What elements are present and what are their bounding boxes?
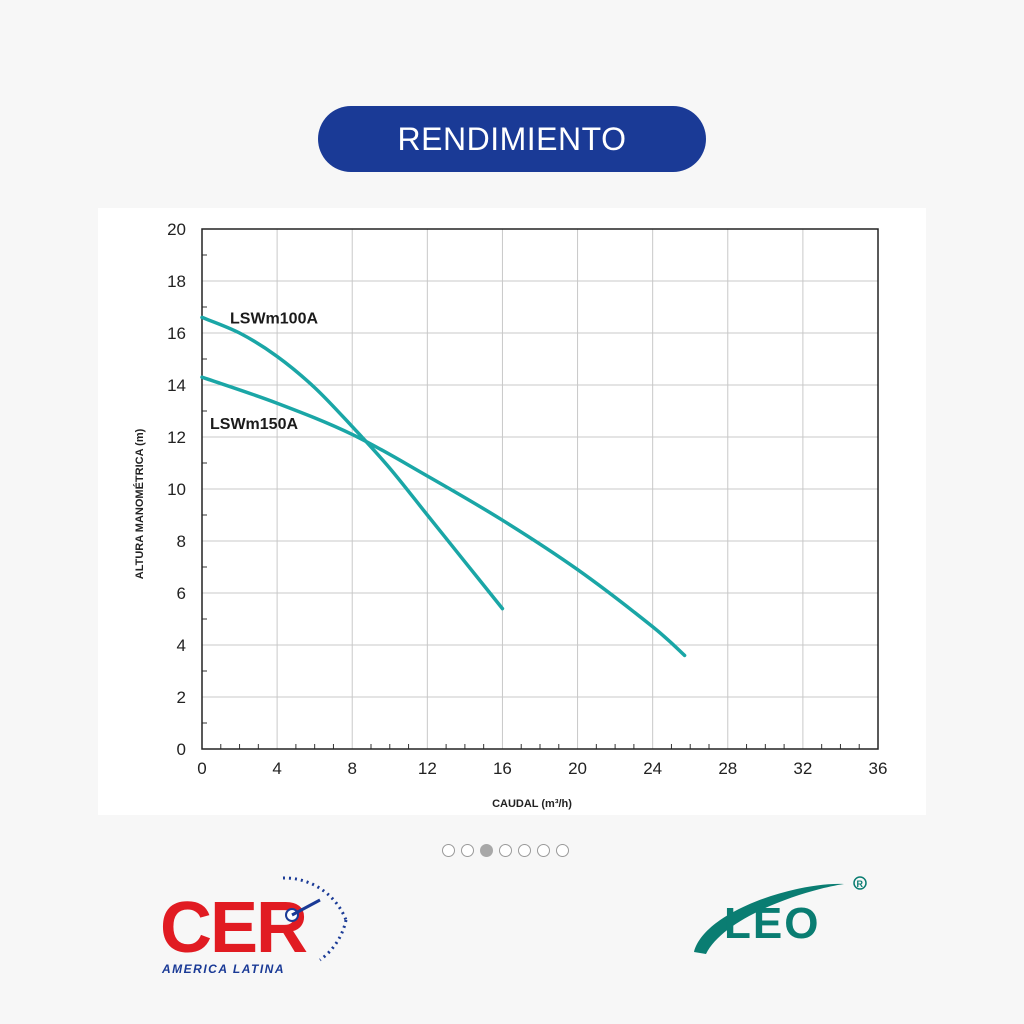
carousel-dot-1[interactable] (442, 844, 455, 857)
y-tick-label: 20 (167, 220, 186, 239)
x-tick-label: 12 (418, 759, 437, 778)
y-tick-label: 16 (167, 324, 186, 343)
x-tick-label: 32 (793, 759, 812, 778)
carousel-dot-6[interactable] (537, 844, 550, 857)
carousel-dot-4[interactable] (499, 844, 512, 857)
x-tick-label: 20 (568, 759, 587, 778)
carousel-dot-5[interactable] (518, 844, 531, 857)
y-tick-label: 6 (177, 584, 186, 603)
y-tick-label: 14 (167, 376, 186, 395)
x-tick-label: 16 (493, 759, 512, 778)
svg-text:AMERICA LATINA: AMERICA LATINA (161, 962, 285, 976)
carousel-dots (442, 844, 569, 860)
y-tick-label: 10 (167, 480, 186, 499)
carousel-dot-7[interactable] (556, 844, 569, 857)
performance-chart: 0 4 8 12 16 20 24 28 32 3602468101214161820CAUDAL… (133, 220, 888, 810)
x-tick-label: 4 (272, 759, 281, 778)
x-tick-label: 28 (718, 759, 737, 778)
y-axis-label: ALTURA MANOMÉTRICA (m) (133, 428, 146, 579)
plot-frame (201, 228, 879, 750)
y-tick-label: 2 (177, 688, 186, 707)
y-tick-label: 0 (177, 740, 186, 759)
series-label-lswm150a: LSWm150A (210, 416, 298, 433)
x-tick-label: 24 (643, 759, 662, 778)
gauge-icon (282, 876, 348, 962)
carousel-dot-2[interactable] (461, 844, 474, 857)
series-line-lswm150a (200, 375, 687, 658)
x-tick-label: 8 (347, 759, 356, 778)
series-line-lswm100a (200, 315, 505, 611)
svg-text:LEO: LEO (724, 899, 820, 948)
carousel-dot-3[interactable] (480, 844, 493, 857)
page-title-label: RENDIMIENTO (397, 120, 627, 157)
y-tick-label: 18 (167, 272, 186, 291)
svg-text:CER: CER (160, 888, 307, 968)
y-tick-label: 4 (177, 636, 186, 655)
x-tick-label: 36 (869, 759, 888, 778)
svg-text:R: R (857, 879, 864, 889)
series-label-lswm100a: LSWm100A (230, 310, 318, 327)
cer-logo: CER AMERICA LATINA (160, 876, 348, 976)
x-axis-label: CAUDAL (m³/h) (492, 798, 572, 810)
y-tick-label: 12 (167, 428, 186, 447)
leo-logo: LEO R (694, 876, 867, 954)
y-tick-label: 8 (177, 532, 186, 551)
chart-card: 0 4 8 12 16 20 24 28 32 36 0 2 4 6 8 10 12 14 16 18 20 CAUDAL… (98, 208, 926, 815)
page-title: RENDIMIENTO (318, 106, 706, 172)
x-tick-label: 0 (197, 759, 206, 778)
